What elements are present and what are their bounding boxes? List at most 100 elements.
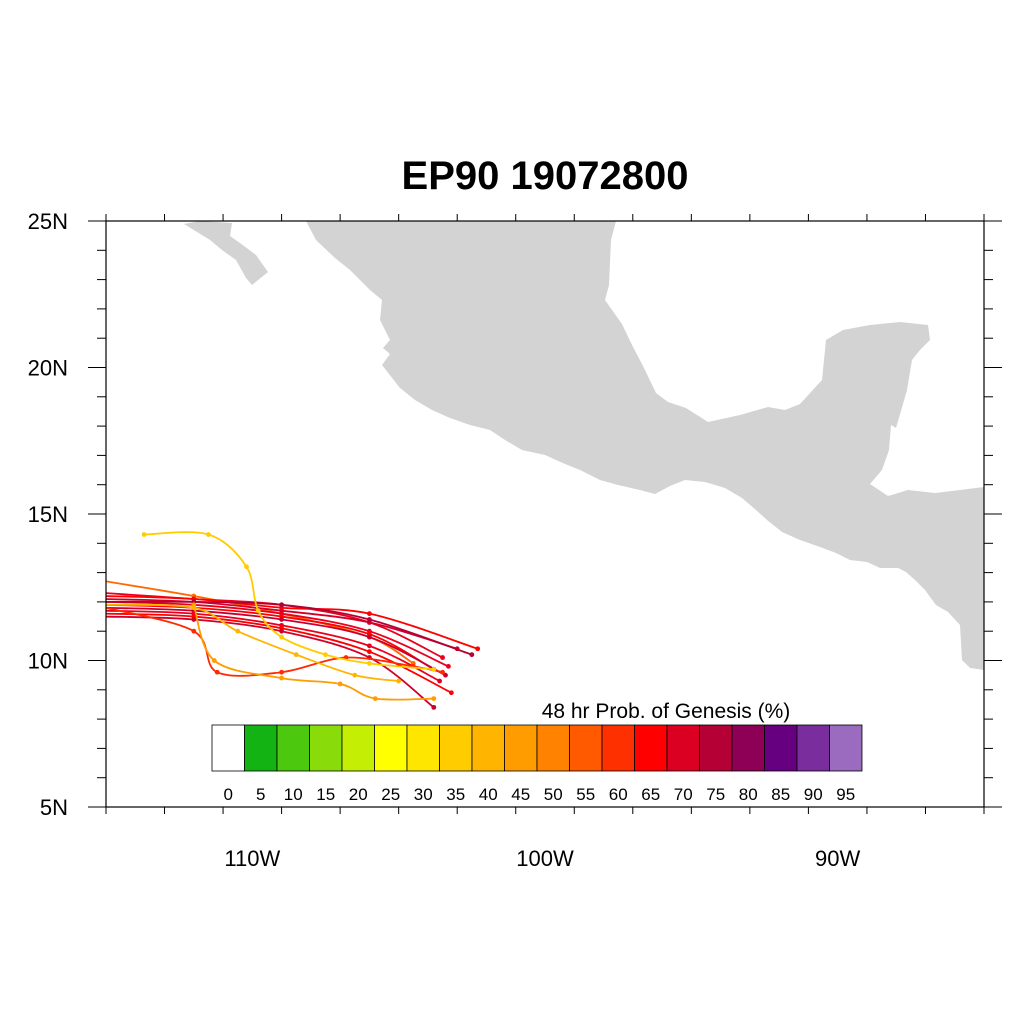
- track-point: [367, 611, 372, 617]
- land-masses: [184, 221, 984, 670]
- colorbar-swatch: [504, 724, 538, 772]
- colorbar-label: 15: [316, 785, 335, 804]
- plot-area: [106, 221, 984, 807]
- track-point: [440, 655, 445, 660]
- colorbar-swatch: [374, 724, 408, 772]
- track-point: [191, 617, 197, 622]
- axis-ticks: [88, 214, 1002, 814]
- colorbar-label: 85: [771, 785, 790, 804]
- track-point: [352, 672, 358, 678]
- track-point: [475, 646, 481, 652]
- colorbar-swatch: [211, 724, 245, 772]
- x-tick-label: 100W: [516, 846, 574, 871]
- colorbar-swatch: [276, 724, 310, 772]
- storm-tracks: [106, 531, 481, 710]
- track-point: [431, 696, 437, 701]
- track-point: [279, 628, 284, 634]
- storm-track: [106, 603, 402, 684]
- colorbar-swatch: [536, 724, 570, 772]
- y-tick-label: 5N: [40, 795, 68, 820]
- colorbar-swatch: [699, 724, 733, 772]
- track-point: [367, 617, 372, 622]
- colorbar-label: 10: [284, 785, 303, 804]
- mainland-mexico-central-america: [306, 221, 984, 670]
- colorbar-label: 55: [576, 785, 595, 804]
- colorbar-boxes: [211, 724, 863, 772]
- colorbar-label: 65: [641, 785, 660, 804]
- track-point: [443, 672, 448, 678]
- track-point: [279, 602, 284, 608]
- y-axis-labels: 25N 20N 15N 10N 5N: [28, 209, 68, 820]
- x-tick-label: 110W: [224, 846, 280, 871]
- colorbar-swatch: [731, 724, 765, 772]
- track-point: [141, 532, 147, 537]
- colorbar-swatch: [666, 724, 700, 772]
- colorbar-label: 25: [381, 785, 400, 804]
- track-point: [337, 681, 343, 687]
- colorbar-swatch: [796, 724, 830, 772]
- colorbar-label: 35: [446, 785, 465, 804]
- colorbar-label: 90: [804, 785, 823, 804]
- track-line: [192, 604, 434, 701]
- colorbar-title: 48 hr Prob. of Genesis (%): [542, 700, 791, 723]
- colorbar-label: 30: [414, 785, 433, 804]
- colorbar-label: 60: [609, 785, 628, 804]
- x-tick-label: 90W: [815, 846, 860, 871]
- storm-track: [141, 531, 437, 672]
- colorbar-swatch: [764, 724, 798, 772]
- colorbar-label: 5: [256, 785, 265, 804]
- track-point: [191, 628, 197, 634]
- track-point: [214, 669, 220, 675]
- map-title: EP90 19072800: [402, 154, 689, 198]
- track-point: [469, 652, 475, 658]
- colorbar-label: 80: [739, 785, 758, 804]
- track-point: [279, 617, 284, 622]
- track-point: [211, 658, 217, 663]
- track-point: [279, 675, 284, 681]
- colorbar-swatch: [601, 724, 635, 772]
- colorbar-swatch: [569, 724, 603, 772]
- storm-track: [191, 602, 437, 701]
- storm-track: [106, 595, 481, 652]
- colorbar-swatch: [309, 724, 343, 772]
- track-point: [191, 605, 197, 611]
- track-point: [437, 678, 443, 684]
- colorbar-label: 50: [544, 785, 563, 804]
- colorbar-label: 70: [674, 785, 693, 804]
- track-point: [431, 704, 437, 710]
- colorbar-swatch: [244, 724, 278, 772]
- colorbar-labels: 0 5 10 15 20 25 30 35 40 45 50 55 60 65 70 75 80 85 90 95: [224, 785, 856, 804]
- colorbar-swatch: [471, 724, 505, 772]
- track-point: [367, 643, 372, 649]
- colorbar-swatch: [439, 724, 473, 772]
- track-point: [367, 661, 372, 666]
- y-tick-label: 25N: [28, 209, 68, 234]
- colorbar-label: 95: [836, 785, 855, 804]
- track-point: [293, 652, 299, 658]
- track-point: [448, 690, 454, 696]
- track-point: [255, 608, 261, 614]
- track-point: [279, 669, 284, 675]
- colorbar-swatch: [829, 724, 863, 772]
- track-point: [440, 669, 445, 675]
- colorbar-label: 20: [349, 785, 368, 804]
- track-point: [235, 628, 241, 634]
- track-point: [323, 652, 328, 658]
- track-point: [206, 532, 211, 537]
- track-point: [367, 649, 372, 655]
- track-point: [367, 634, 372, 640]
- track-point: [431, 666, 437, 672]
- y-tick-label: 20N: [28, 356, 68, 381]
- colorbar-label: 75: [706, 785, 725, 804]
- track-point: [279, 634, 284, 640]
- x-axis-labels: 110W 100W 90W: [224, 846, 860, 871]
- baja-california: [184, 221, 268, 285]
- track-point: [396, 678, 402, 684]
- colorbar-swatch: [406, 724, 440, 772]
- colorbar-swatch: [341, 724, 375, 772]
- colorbar-label: 0: [224, 785, 233, 804]
- colorbar: 48 hr Prob. of Genesis (%) 0 5 10 15 20 25 30 3…: [211, 700, 863, 804]
- colorbar-label: 45: [511, 785, 530, 804]
